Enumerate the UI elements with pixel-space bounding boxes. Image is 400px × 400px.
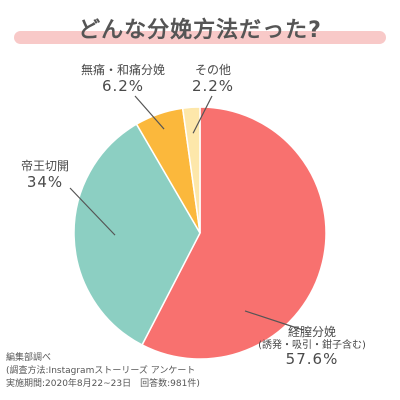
slice-other bbox=[181, 106, 201, 234]
slice-percent: 57.6% bbox=[285, 350, 339, 369]
footnote-source: 編集部調べ bbox=[6, 353, 52, 363]
slice-label-cesarean: 帝王切開 34% bbox=[10, 159, 80, 191]
footnote: 編集部調べ (調査方法:Instagramストーリーズ アンケート 実施期間:2… bbox=[6, 352, 200, 391]
slice-label-vaginal: 経膣分娩 (誘発・吸引・鉗子含む) 57.6% bbox=[252, 325, 372, 369]
slice-percent: 34% bbox=[26, 172, 64, 191]
chart-title: どんな分娩方法だった? bbox=[78, 18, 322, 43]
title-banner: どんな分娩方法だった? bbox=[14, 10, 386, 50]
leader-vaginal bbox=[244, 310, 304, 331]
slice-label-epidural: 無痛・和痛分娩 6.2% bbox=[68, 63, 178, 95]
slice-name: 無痛・和痛分娩 bbox=[80, 63, 165, 77]
title-highlight bbox=[14, 31, 386, 44]
slice-name: 経膣分娩 bbox=[287, 325, 336, 339]
footnote-method: (調査方法:Instagramストーリーズ アンケート bbox=[6, 366, 196, 376]
slice-name: その他 bbox=[194, 63, 231, 77]
footnote-period: 実施期間:2020年8月22~23日 回答数:981件) bbox=[6, 379, 200, 389]
leader-cesarean bbox=[69, 187, 116, 236]
leader-epidural bbox=[134, 95, 165, 130]
slice-label-other: その他 2.2% bbox=[183, 63, 243, 95]
slice-name: 帝王切開 bbox=[20, 159, 69, 173]
slice-percent: 6.2% bbox=[101, 76, 145, 95]
slice-sublabel: (誘発・吸引・鉗子含む) bbox=[258, 339, 366, 351]
slice-percent: 2.2% bbox=[191, 76, 235, 95]
leader-other bbox=[192, 95, 213, 134]
slice-vaginal bbox=[141, 106, 327, 360]
